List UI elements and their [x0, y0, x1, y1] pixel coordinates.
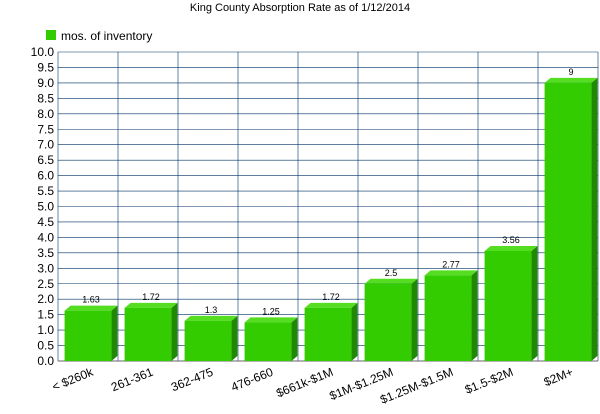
bar — [484, 250, 532, 361]
bar-side — [231, 315, 238, 361]
plot-area: 0.00.51.01.52.02.53.03.54.04.55.05.56.06… — [31, 45, 599, 407]
legend-swatch — [46, 30, 56, 40]
data-label: 1.25 — [262, 306, 280, 316]
bar — [64, 310, 112, 361]
bar-side — [531, 245, 538, 361]
data-label: 9 — [568, 67, 573, 77]
bar — [424, 275, 472, 361]
y-tick-label: 1.0 — [37, 323, 54, 337]
y-tick-label: 5.5 — [37, 184, 54, 198]
bar-top — [424, 270, 478, 276]
data-label: 3.56 — [502, 235, 520, 245]
legend: mos. of inventory — [46, 29, 152, 43]
y-tick-label: 0.5 — [37, 339, 54, 353]
y-tick-label: 9.0 — [37, 76, 54, 90]
y-tick-label: 9.5 — [37, 60, 54, 74]
bar-top — [484, 245, 538, 251]
bar — [244, 322, 292, 361]
bar-top — [184, 315, 238, 321]
data-label: 1.3 — [205, 305, 218, 315]
chart-title: King County Absorption Rate as of 1/12/2… — [190, 2, 410, 14]
bar-top — [544, 77, 598, 83]
data-label: 1.72 — [142, 292, 160, 302]
x-tick-label: $1.5-$2M — [463, 365, 515, 397]
y-tick-label: 6.0 — [37, 169, 54, 183]
x-tick-label: < $260k — [50, 364, 96, 393]
bar-top — [364, 278, 418, 284]
x-tick-label: 476-660 — [229, 365, 275, 395]
x-tick-label: 362-475 — [169, 365, 215, 395]
y-tick-label: 4.5 — [37, 215, 54, 229]
bar-top — [244, 317, 298, 323]
bar — [364, 283, 412, 361]
data-label: 2.5 — [385, 268, 398, 278]
y-tick-label: 1.5 — [37, 308, 54, 322]
x-tick-label: 261-361 — [109, 365, 155, 395]
y-tick-label: 4.0 — [37, 230, 54, 244]
y-tick-label: 0.0 — [37, 354, 54, 368]
bar-top — [124, 302, 178, 308]
y-tick-label: 8.5 — [37, 91, 54, 105]
data-label: 1.72 — [322, 292, 340, 302]
bar — [184, 320, 232, 361]
x-tick-label: $661k-$1M — [274, 365, 335, 400]
data-label: 1.63 — [82, 295, 100, 305]
bar-side — [591, 77, 598, 362]
legend-label: mos. of inventory — [61, 29, 152, 43]
bar-side — [111, 305, 118, 361]
bar — [124, 307, 172, 361]
bar-side — [291, 317, 298, 361]
y-tick-label: 3.0 — [37, 261, 54, 275]
y-tick-label: 2.0 — [37, 292, 54, 306]
bar-side — [411, 278, 418, 361]
x-tick-label: $2M+ — [542, 365, 575, 389]
bar — [544, 82, 592, 362]
y-tick-label: 5.0 — [37, 200, 54, 214]
bar — [304, 307, 352, 361]
y-tick-label: 6.5 — [37, 153, 54, 167]
bar-side — [351, 302, 358, 361]
y-tick-label: 7.5 — [37, 122, 54, 136]
y-tick-label: 3.5 — [37, 246, 54, 260]
data-label: 2.77 — [442, 259, 460, 269]
y-tick-label: 7.0 — [37, 138, 54, 152]
y-tick-label: 2.5 — [37, 277, 54, 291]
bar-side — [171, 302, 178, 361]
bar-side — [471, 270, 478, 361]
y-tick-label: 10.0 — [31, 45, 55, 59]
bar-top — [304, 302, 358, 308]
y-tick-label: 8.0 — [37, 107, 54, 121]
bar-top — [64, 305, 118, 311]
